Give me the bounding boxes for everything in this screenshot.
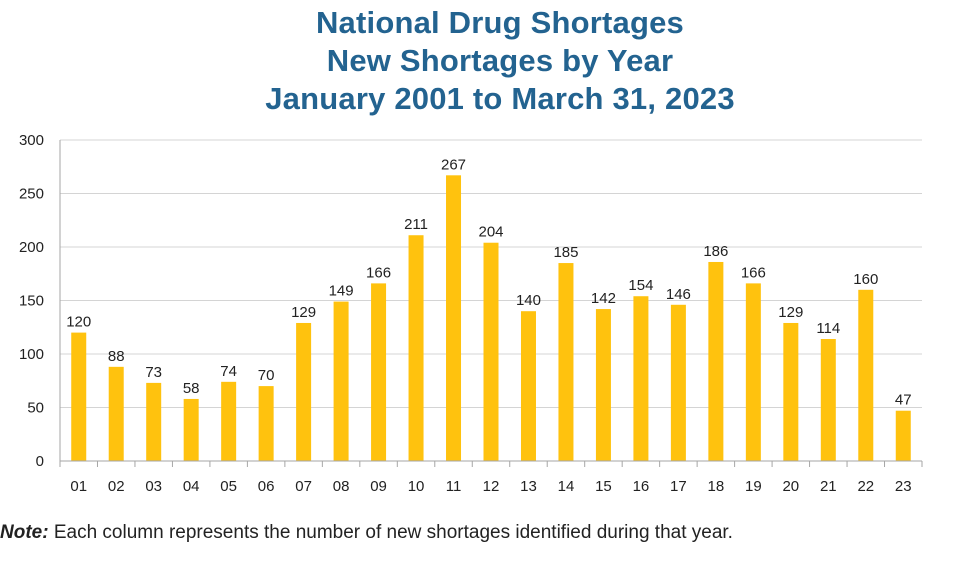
x-tick-label-09: 09 <box>370 478 387 495</box>
x-tick-label-12: 12 <box>483 478 500 495</box>
bar-07 <box>296 322 312 461</box>
data-label-14: 185 <box>553 244 578 261</box>
data-label-08: 149 <box>329 283 354 300</box>
data-label-11: 267 <box>441 156 466 173</box>
x-tick-label-14: 14 <box>558 478 575 495</box>
bar-19 <box>745 283 761 461</box>
data-label-10: 211 <box>404 216 428 233</box>
chart-title-block: National Drug Shortages New Shortages by… <box>0 4 958 118</box>
x-tick-label-02: 02 <box>108 478 125 495</box>
x-tick-label-17: 17 <box>670 478 687 495</box>
x-tick-label-07: 07 <box>295 478 312 495</box>
bar-15 <box>595 309 611 461</box>
x-tick-label-20: 20 <box>782 478 799 495</box>
bars <box>71 175 911 461</box>
x-tick-label-19: 19 <box>745 478 762 495</box>
bar-08 <box>333 301 349 461</box>
x-tick-label-15: 15 <box>595 478 612 495</box>
x-tick-label-22: 22 <box>857 478 874 495</box>
data-label-12: 204 <box>478 224 503 241</box>
y-tick-label: 250 <box>19 186 44 203</box>
x-axis-tick-labels: 01 02 03 04 05 06 07 08 09 10 11 12 13 14 15 16 17 18 19 20… <box>70 478 911 495</box>
y-tick-label: 200 <box>19 239 44 256</box>
bar-21 <box>820 339 836 461</box>
data-label-16: 154 <box>628 277 653 294</box>
data-label-09: 166 <box>366 264 391 281</box>
data-label-17: 146 <box>666 286 691 303</box>
x-tick-label-05: 05 <box>220 478 237 495</box>
x-tick-label-16: 16 <box>633 478 650 495</box>
x-tick-label-04: 04 <box>183 478 200 495</box>
x-tick-label-01: 01 <box>70 478 87 495</box>
data-label-02: 88 <box>108 348 125 365</box>
data-label-07: 129 <box>291 304 316 321</box>
data-label-15: 142 <box>591 290 616 307</box>
x-tick-label-06: 06 <box>258 478 275 495</box>
bar-14 <box>558 263 574 461</box>
bar-01 <box>71 332 87 461</box>
y-tick-label: 150 <box>19 293 44 310</box>
data-label-21: 114 <box>816 320 840 337</box>
bar-22 <box>858 289 874 461</box>
x-tick-label-21: 21 <box>820 478 837 495</box>
bar-03 <box>146 382 162 461</box>
data-label-18: 186 <box>703 243 728 260</box>
y-tick-label: 300 <box>19 132 44 149</box>
bar-20 <box>783 322 799 461</box>
bar-05 <box>221 381 237 461</box>
bar-06 <box>258 386 274 461</box>
data-label-22: 160 <box>853 271 878 288</box>
x-tick-label-08: 08 <box>333 478 350 495</box>
bar-02 <box>108 366 124 461</box>
data-label-13: 140 <box>516 292 541 309</box>
chart-note: Note: Each column represents the number … <box>0 522 733 544</box>
chart-title: National Drug Shortages <box>315 5 685 40</box>
data-labels: 120 88 73 58 74 70 129 149 166 211 267 204 140 185 142… <box>66 156 911 408</box>
data-label-20: 129 <box>778 304 803 321</box>
data-label-23: 47 <box>895 392 912 409</box>
data-label-05: 74 <box>220 363 237 380</box>
y-tick-label: 100 <box>19 346 44 363</box>
y-tick-label: 0 <box>36 453 44 470</box>
bar-09 <box>371 283 387 461</box>
x-tick-label-03: 03 <box>145 478 162 495</box>
y-tick-label: 50 <box>27 400 44 417</box>
bar-18 <box>708 261 724 461</box>
data-label-06: 70 <box>258 367 275 384</box>
bar-16 <box>633 296 649 461</box>
data-label-01: 120 <box>66 314 91 331</box>
data-label-03: 73 <box>145 364 162 381</box>
axes <box>59 140 923 467</box>
note-label: Note: <box>0 522 49 543</box>
x-tick-label-18: 18 <box>708 478 725 495</box>
bar-17 <box>670 304 686 461</box>
bar-13 <box>520 311 536 461</box>
data-label-04: 58 <box>183 380 200 397</box>
x-tick-label-10: 10 <box>408 478 425 495</box>
bar-10 <box>408 235 424 461</box>
bar-23 <box>895 410 911 461</box>
bar-11 <box>446 175 462 461</box>
bar-04 <box>183 398 199 461</box>
x-tick-label-13: 13 <box>520 478 537 495</box>
x-tick-label-23: 23 <box>895 478 912 495</box>
note-text: Each column represents the number of new… <box>48 522 733 543</box>
x-tick-label-11: 11 <box>446 478 462 495</box>
chart-subtitle-line-2: January 2001 to March 31, 2023 <box>265 81 735 116</box>
bar-12 <box>483 242 499 461</box>
data-label-19: 166 <box>741 264 766 281</box>
y-axis-tick-labels: 0 50 100 150 200 250 300 <box>19 132 44 470</box>
chart-subtitle-line-1: New Shortages by Year <box>326 43 674 78</box>
